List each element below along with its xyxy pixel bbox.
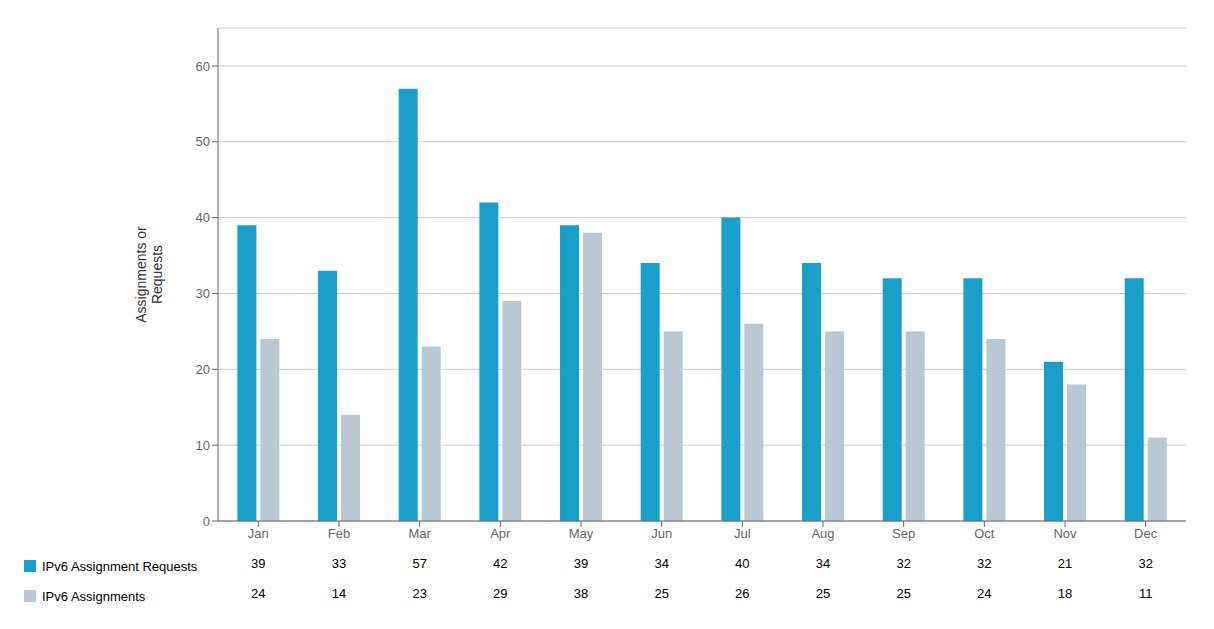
- svg-text:33: 33: [332, 556, 346, 571]
- svg-text:40: 40: [735, 556, 749, 571]
- svg-text:Mar: Mar: [408, 526, 431, 541]
- svg-text:34: 34: [654, 556, 668, 571]
- svg-text:42: 42: [493, 556, 507, 571]
- svg-text:11: 11: [1139, 586, 1153, 601]
- svg-text:18: 18: [1058, 586, 1072, 601]
- svg-text:Jun: Jun: [651, 526, 672, 541]
- svg-text:34: 34: [816, 556, 830, 571]
- svg-text:39: 39: [574, 556, 588, 571]
- svg-text:Assignments orRequests: Assignments orRequests: [133, 226, 165, 323]
- svg-text:32: 32: [977, 556, 991, 571]
- svg-text:10: 10: [196, 438, 210, 453]
- svg-text:25: 25: [654, 586, 668, 601]
- svg-text:25: 25: [896, 586, 910, 601]
- svg-text:0: 0: [203, 514, 210, 529]
- svg-text:39: 39: [251, 556, 265, 571]
- svg-text:40: 40: [196, 210, 210, 225]
- svg-text:May: May: [569, 526, 594, 541]
- svg-text:IPv6 Assignments: IPv6 Assignments: [42, 589, 146, 604]
- svg-text:25: 25: [816, 586, 830, 601]
- svg-text:Aug: Aug: [811, 526, 834, 541]
- svg-text:57: 57: [412, 556, 426, 571]
- svg-text:32: 32: [1138, 556, 1152, 571]
- svg-text:Nov: Nov: [1053, 526, 1077, 541]
- svg-text:24: 24: [977, 586, 991, 601]
- svg-text:26: 26: [735, 586, 749, 601]
- svg-text:Jul: Jul: [734, 526, 751, 541]
- svg-text:30: 30: [196, 286, 210, 301]
- svg-text:32: 32: [896, 556, 910, 571]
- svg-text:24: 24: [251, 586, 265, 601]
- svg-text:21: 21: [1058, 556, 1072, 571]
- svg-text:Oct: Oct: [974, 526, 995, 541]
- svg-text:Jan: Jan: [248, 526, 269, 541]
- svg-text:23: 23: [412, 586, 426, 601]
- svg-text:14: 14: [332, 586, 346, 601]
- svg-text:20: 20: [196, 362, 210, 377]
- svg-text:50: 50: [196, 134, 210, 149]
- svg-text:IPv6 Assignment Requests: IPv6 Assignment Requests: [42, 559, 198, 574]
- svg-text:Sep: Sep: [892, 526, 915, 541]
- svg-text:60: 60: [196, 59, 210, 74]
- svg-text:Apr: Apr: [490, 526, 511, 541]
- svg-text:Feb: Feb: [328, 526, 350, 541]
- svg-text:38: 38: [574, 586, 588, 601]
- svg-text:Dec: Dec: [1134, 526, 1158, 541]
- svg-text:29: 29: [493, 586, 507, 601]
